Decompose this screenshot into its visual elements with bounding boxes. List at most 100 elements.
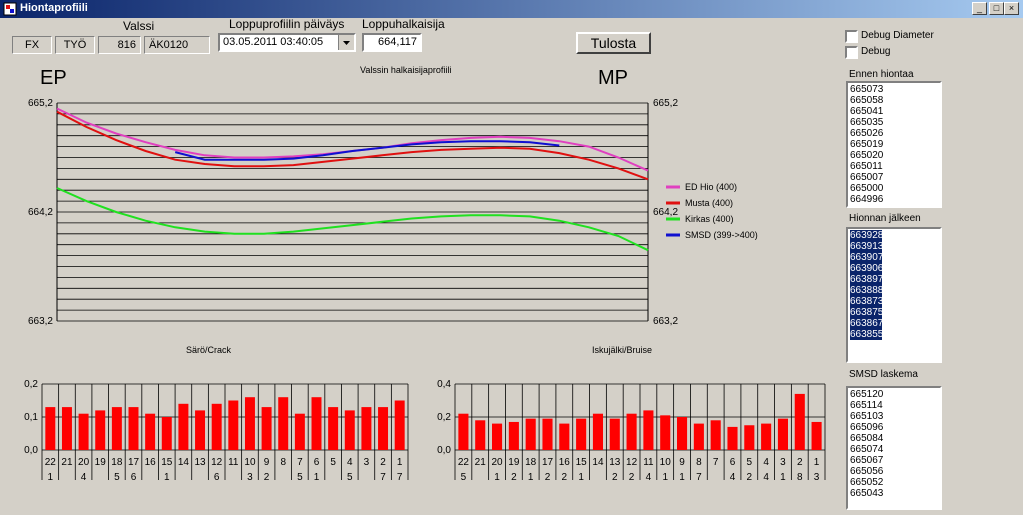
bar xyxy=(542,418,553,450)
bar-sub-label: 1 xyxy=(528,472,534,483)
bar xyxy=(677,417,688,450)
list-item[interactable]: 665043 xyxy=(850,488,884,499)
list-item[interactable]: 665120 xyxy=(850,389,884,400)
bar-x-label: 1 xyxy=(814,457,820,468)
list-item[interactable]: 665041 xyxy=(850,106,884,117)
list-item[interactable]: 663906 xyxy=(850,263,884,274)
bar-x-label: 17 xyxy=(128,457,140,468)
before-grind-list[interactable]: 665073 665058 665041 665035 665026 665019 6650… xyxy=(846,81,942,208)
bar-x-label: 14 xyxy=(592,457,604,468)
bar-x-label: 11 xyxy=(643,457,654,468)
chevron-down-icon[interactable] xyxy=(338,35,354,50)
bar xyxy=(660,415,671,450)
bar-x-label: 7 xyxy=(297,457,303,468)
bar-sub-label: 4 xyxy=(730,472,736,483)
bar xyxy=(475,420,486,450)
list-item[interactable]: 663873 xyxy=(850,296,884,307)
date-select[interactable]: 03.05.2011 03:40:05 xyxy=(218,33,356,52)
bar-x-label: 11 xyxy=(228,457,239,468)
bar xyxy=(693,423,704,450)
legend-label-2: Musta (400) xyxy=(685,198,733,208)
bar-x-label: 13 xyxy=(194,457,206,468)
number-field: 816 xyxy=(98,36,141,54)
list-item[interactable]: 665035 xyxy=(850,117,884,128)
list-item[interactable]: 665103 xyxy=(850,411,884,422)
list-item[interactable]: 665020 xyxy=(850,150,884,161)
bar xyxy=(78,413,89,450)
bar-sub-label: 5 xyxy=(297,472,303,483)
bar-sub-label: 7 xyxy=(696,472,702,483)
list-item[interactable]: 665011 xyxy=(850,161,883,172)
date-value: 03.05.2011 03:40:05 xyxy=(223,36,324,48)
list-item[interactable]: 663907 xyxy=(850,252,884,263)
y-tick-label-right: 663,2 xyxy=(653,316,678,327)
maximize-button[interactable]: □ xyxy=(989,2,1004,15)
bar-sub-label: 2 xyxy=(612,472,618,483)
bar-x-label: 13 xyxy=(609,457,621,468)
list-item[interactable]: 665007 xyxy=(850,172,884,183)
date-label: Loppuprofiilin päiväys xyxy=(229,17,345,31)
bar xyxy=(361,407,372,450)
list-item[interactable]: 663875 xyxy=(850,307,884,318)
bar-x-label: 21 xyxy=(61,457,73,468)
smsd-list[interactable]: 665120 665114 665103 665096 665084 665074 6650… xyxy=(846,386,942,510)
bar-sub-label: 4 xyxy=(763,472,769,483)
close-button[interactable]: × xyxy=(1004,2,1019,15)
list-item[interactable]: 663928 xyxy=(850,230,884,241)
list-item[interactable]: 665026 xyxy=(850,128,884,139)
y-tick-label-left: 663,2 xyxy=(28,316,53,327)
bar-y-tick-label: 0,0 xyxy=(437,445,451,456)
bar-x-label: 17 xyxy=(542,457,554,468)
bar-sub-label: 2 xyxy=(545,472,551,483)
debug-checkbox[interactable] xyxy=(845,46,858,59)
list-item[interactable]: 663867 xyxy=(850,318,884,329)
list-item[interactable]: 665052 xyxy=(850,477,884,488)
print-button[interactable]: Tulosta xyxy=(576,32,651,54)
list-item[interactable]: 665058 xyxy=(850,95,884,106)
list-item[interactable]: 664996 xyxy=(850,194,884,205)
bar-sub-label: 1 xyxy=(780,472,786,483)
bar-y-tick-label: 0,4 xyxy=(437,379,451,390)
list-item[interactable]: 665067 xyxy=(850,455,884,466)
bar-sub-label: 2 xyxy=(562,472,568,483)
legend-label-3: Kirkas (400) xyxy=(685,214,734,224)
list-item[interactable]: 665114 xyxy=(850,400,883,411)
bar-y-tick-label: 0,2 xyxy=(24,379,38,390)
bar-sub-label: 7 xyxy=(397,472,403,483)
list-item[interactable]: 663855 xyxy=(850,329,884,340)
y-tick-label-right: 664,2 xyxy=(653,207,678,218)
bar-x-label: 19 xyxy=(95,457,107,468)
bar-y-tick-label: 0,1 xyxy=(24,412,38,423)
minimize-button[interactable]: _ xyxy=(972,2,987,15)
list-item[interactable]: 665074 xyxy=(850,444,884,455)
list-item[interactable]: 665019 xyxy=(850,139,884,150)
bar xyxy=(609,418,620,450)
bar xyxy=(95,410,106,450)
bar-x-label: 3 xyxy=(780,457,786,468)
list-item[interactable]: 665073 xyxy=(850,84,884,95)
bar xyxy=(727,426,738,450)
valssi-label: Valssi xyxy=(123,19,155,33)
bar xyxy=(761,423,772,450)
app-icon xyxy=(3,2,17,16)
bar xyxy=(777,418,788,450)
debug-diameter-label: Debug Diameter xyxy=(861,30,934,41)
list-item[interactable]: 665096 xyxy=(850,422,884,433)
bar-x-label: 21 xyxy=(475,457,487,468)
debug-diameter-checkbox[interactable] xyxy=(845,30,858,43)
bar-x-label: 19 xyxy=(508,457,520,468)
list-item[interactable]: 663888 xyxy=(850,285,884,296)
list-item[interactable]: 665056 xyxy=(850,466,884,477)
list-item[interactable]: 663913 xyxy=(850,241,884,252)
bar xyxy=(195,410,206,450)
bar xyxy=(128,407,139,450)
bar xyxy=(626,413,637,450)
list-item[interactable]: 663897 xyxy=(850,274,884,285)
list-item[interactable]: 665000 xyxy=(850,183,884,194)
bar-x-label: 4 xyxy=(347,457,353,468)
list-item[interactable]: 665084 xyxy=(850,433,884,444)
after-grind-list[interactable]: 663928 663913 663907 663906 663897 663888 6638… xyxy=(846,227,942,363)
before-grind-label: Ennen hiontaa xyxy=(849,69,914,80)
bar-x-label: 6 xyxy=(314,457,320,468)
bar-x-label: 22 xyxy=(458,457,470,468)
